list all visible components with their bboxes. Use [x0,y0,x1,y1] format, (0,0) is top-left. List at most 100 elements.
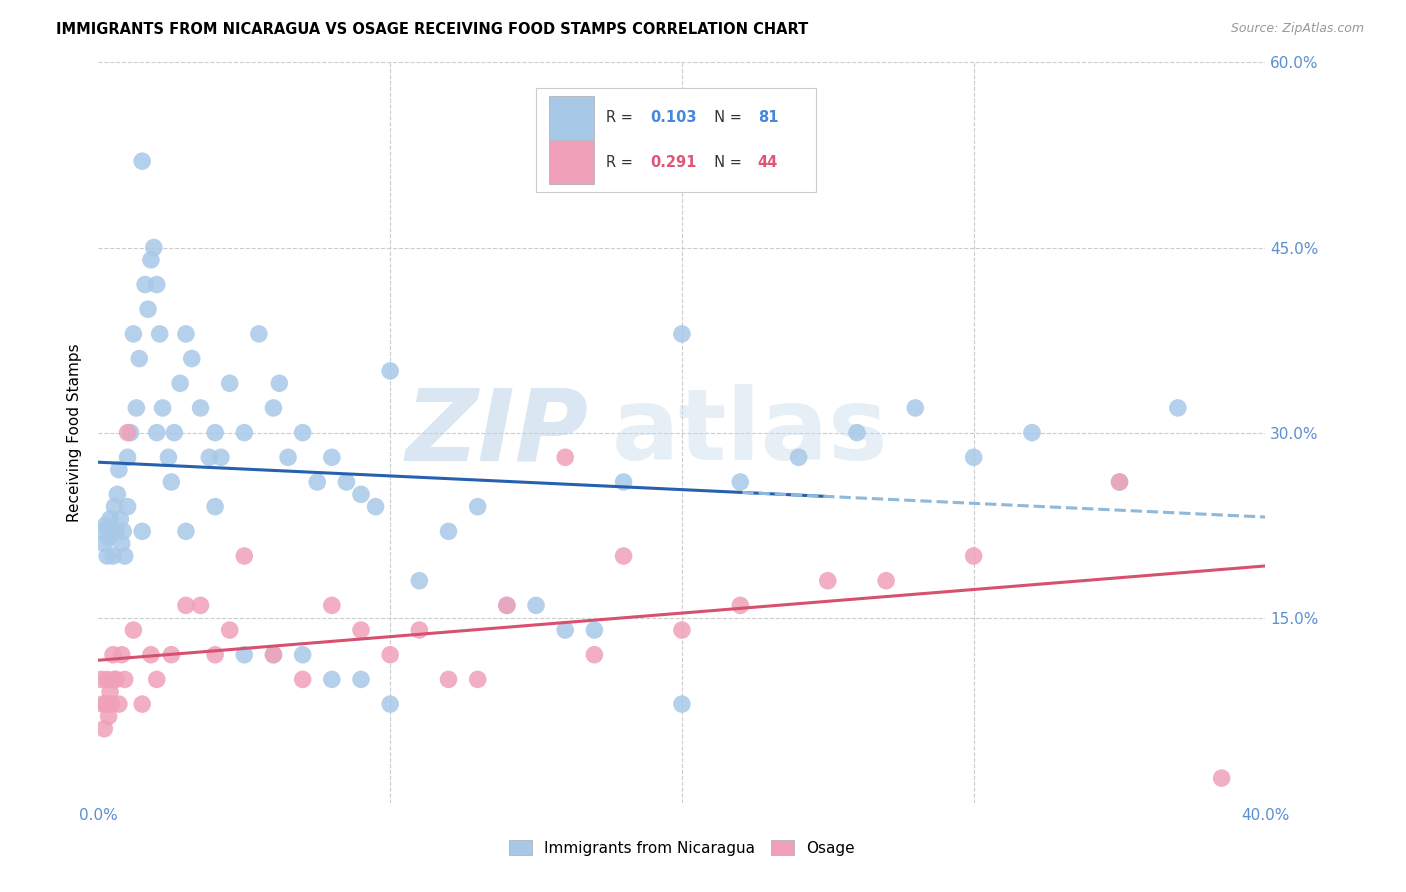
Point [136,302,159,317]
Point [218,376,240,391]
Point [554,623,576,637]
Point [817,574,839,588]
Point [163,425,186,440]
Point [467,500,489,514]
Point [496,599,519,613]
Point [247,326,270,341]
Point [962,549,984,563]
Text: N =: N = [706,111,747,126]
Point [437,524,460,539]
Point [128,351,150,366]
Point [467,673,489,687]
Point [1108,475,1130,489]
Point [350,623,373,637]
Point [962,450,984,465]
Point [160,648,183,662]
Point [730,475,752,489]
Point [583,623,606,637]
Point [111,536,134,550]
Text: 81: 81 [758,111,779,126]
Point [169,376,191,391]
Point [98,685,121,699]
Point [97,531,120,545]
Point [524,599,547,613]
Point [108,462,131,476]
Point [437,673,460,687]
Point [120,425,142,440]
Point [93,722,115,736]
Point [94,697,117,711]
Point [125,401,148,415]
Point [160,475,183,489]
Point [554,450,576,465]
Point [152,401,174,415]
Point [291,673,314,687]
Point [98,512,121,526]
Point [134,277,156,292]
Point [111,648,134,662]
Point [110,512,132,526]
Point [96,549,118,563]
Point [613,475,636,489]
Point [218,623,240,637]
Point [114,673,136,687]
Point [117,500,139,514]
Point [408,574,430,588]
FancyBboxPatch shape [536,88,815,192]
Point [91,697,114,711]
Point [94,518,117,533]
Point [583,648,606,662]
Point [117,425,139,440]
Point [787,450,810,465]
Point [671,697,693,711]
Point [131,697,153,711]
Point [1211,771,1233,785]
Text: Source: ZipAtlas.com: Source: ZipAtlas.com [1230,22,1364,36]
Point [104,524,127,539]
Point [97,709,120,723]
Point [103,673,125,687]
Text: IMMIGRANTS FROM NICARAGUA VS OSAGE RECEIVING FOOD STAMPS CORRELATION CHART: IMMIGRANTS FROM NICARAGUA VS OSAGE RECEI… [56,22,808,37]
Legend: Immigrants from Nicaragua, Osage: Immigrants from Nicaragua, Osage [503,834,860,862]
Point [496,599,519,613]
Point [875,574,897,588]
Point [321,673,343,687]
Point [291,648,314,662]
Point [190,401,212,415]
Point [335,475,357,489]
Point [263,401,285,415]
Point [103,500,125,514]
Point [142,240,165,255]
Point [157,450,180,465]
Text: R =: R = [606,111,637,126]
Point [291,425,314,440]
Point [307,475,329,489]
Point [277,450,299,465]
Point [174,524,197,539]
Point [321,450,343,465]
Point [364,500,387,514]
Point [204,425,226,440]
Point [93,536,115,550]
FancyBboxPatch shape [548,96,595,140]
Point [233,648,256,662]
Point [209,450,232,465]
Point [105,487,128,501]
Point [174,599,197,613]
Text: 0.103: 0.103 [651,111,697,126]
Point [131,524,153,539]
Point [114,549,136,563]
Point [1167,401,1189,415]
Point [730,599,752,613]
Point [350,673,373,687]
Point [204,648,226,662]
Text: atlas: atlas [612,384,889,481]
Point [90,673,112,687]
Point [204,500,226,514]
Point [198,450,221,465]
Point [321,599,343,613]
Point [146,277,169,292]
Point [146,673,169,687]
Point [174,326,197,341]
Point [112,524,135,539]
